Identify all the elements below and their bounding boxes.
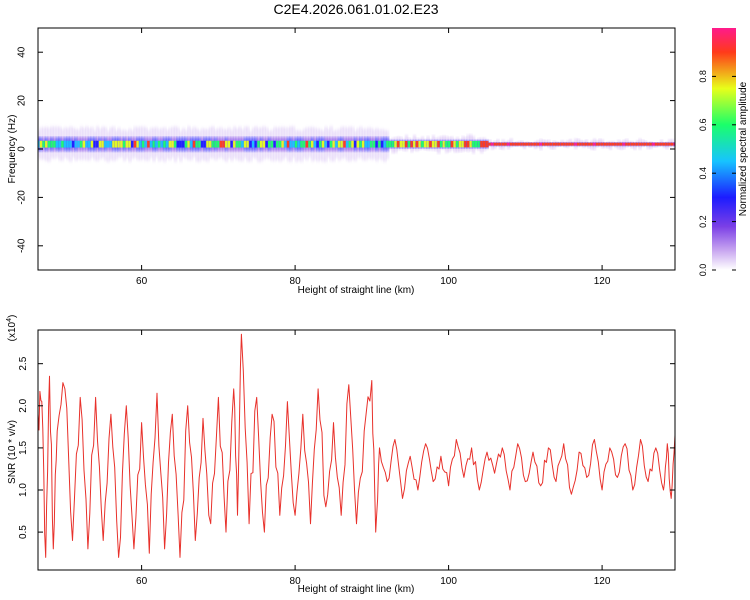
colorbar-gradient: [712, 28, 736, 270]
colorbar-tick-label: 0.0: [698, 264, 708, 277]
spectrogram-panel: 60 80 100 120 40 20 0 -20 -40 Height of straigh…: [7, 27, 676, 296]
y-tick-label: -40: [17, 238, 28, 253]
y-tick-label: 20: [17, 95, 28, 107]
snr-panel: 60 80 100 120 0.5 1.0 1.5 2.0 2.5 Height of str…: [6, 315, 676, 595]
y-tick-label: 1.0: [18, 483, 29, 497]
colorbar-tick-label: 0.8: [698, 70, 708, 83]
y-tick-label: 40: [17, 46, 28, 58]
chart-title: C2E4.2026.061.01.02.E23: [273, 1, 438, 17]
x-tick-label: 100: [440, 576, 457, 587]
y-tick-label: 0: [17, 146, 28, 152]
colorbar-tick-label: 0.4: [698, 167, 708, 180]
colorbar: 0.0 0.2 0.4 0.6 0.8 Normalized spectral ampl…: [698, 28, 749, 276]
snr-xlabel: Height of straight line (km): [298, 584, 415, 595]
x-tick-label: 100: [440, 276, 457, 287]
spectrogram-y-ticks: 40 20 0 -20 -40: [17, 46, 675, 253]
colorbar-label: Normalized spectral amplitude: [738, 81, 749, 216]
y-tick-label: 2.5: [18, 356, 29, 370]
snr-frame: [37, 329, 676, 571]
x-tick-label: 60: [136, 576, 148, 587]
y-tick-label: -20: [17, 190, 28, 205]
snr-multiplier-exp: 4: [6, 318, 13, 322]
snr-ylabel: SNR (10 * v/v): [7, 420, 18, 484]
x-tick-label: 60: [136, 276, 148, 287]
x-tick-label: 120: [594, 276, 611, 287]
snr-multiplier: (x104): [6, 315, 18, 342]
snr-series-line: [38, 333, 675, 558]
colorbar-tick-label: 0.6: [698, 119, 708, 132]
snr-multiplier-base: (x10: [7, 321, 18, 341]
colorbar-tick-label: 0.2: [698, 215, 708, 228]
y-tick-label: 2.0: [18, 398, 29, 412]
spectrogram-x-ticks: 60 80 100 120: [136, 28, 611, 287]
snr-y-ticks: 0.5 1.0 1.5 2.0 2.5: [18, 356, 675, 539]
x-tick-label: 80: [290, 576, 302, 587]
spectrogram-ylabel: Frequency (Hz): [7, 115, 18, 184]
y-tick-label: 0.5: [18, 525, 29, 539]
svg-text:(x104): (x104): [6, 315, 18, 342]
y-tick-label: 1.5: [18, 441, 29, 455]
x-tick-label: 120: [594, 576, 611, 587]
x-tick-label: 80: [290, 276, 302, 287]
spectrogram-heat: [38, 126, 675, 163]
spectrogram-xlabel: Height of straight line (km): [298, 285, 415, 296]
colorbar-ticks: 0.0 0.2 0.4 0.6 0.8: [698, 70, 736, 276]
snr-x-ticks: 60 80 100 120: [136, 330, 611, 587]
